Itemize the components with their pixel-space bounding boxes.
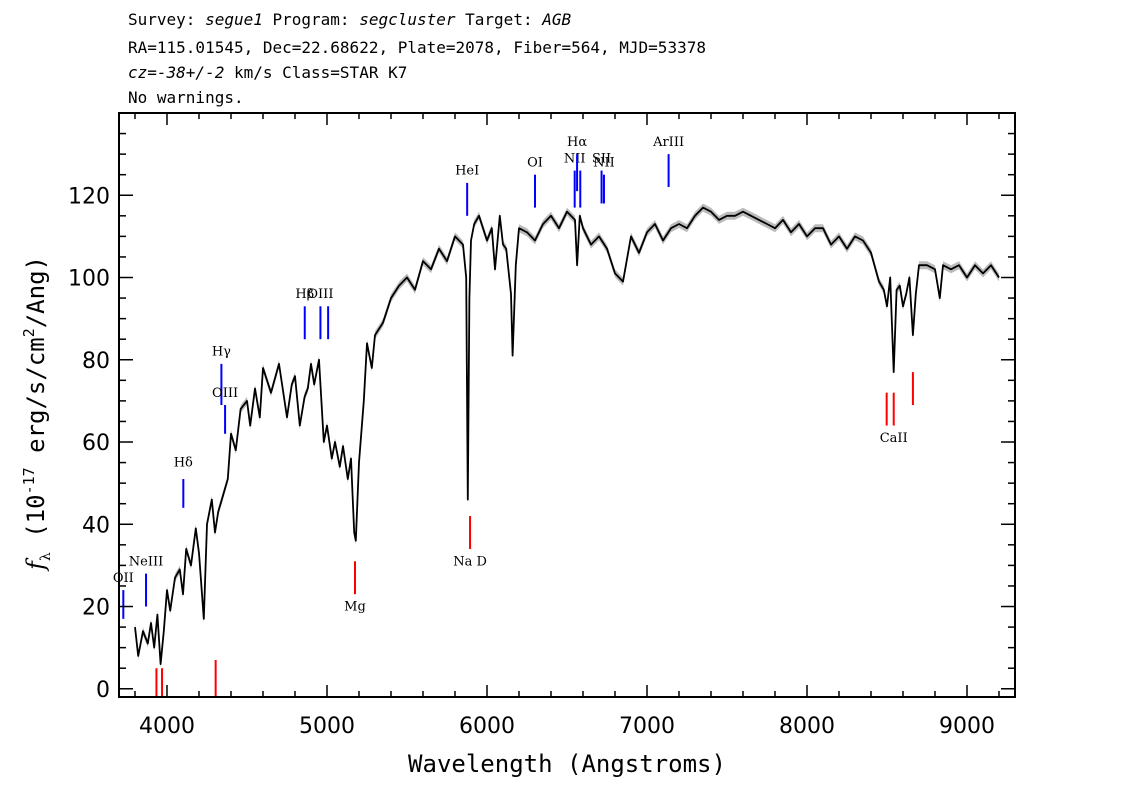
absorption-line-label: CaII: [880, 431, 908, 446]
emission-line-label: Hβ: [295, 287, 314, 302]
cz-value: =-38+/-2: [147, 63, 225, 82]
y-label-exp: -17: [20, 467, 38, 494]
emission-line-label: OIII: [307, 287, 333, 302]
plot-frame: [118, 112, 1016, 698]
x-tick-label: 7000: [619, 714, 675, 739]
error-band-area: [135, 203, 999, 669]
y-tick-label: 0: [96, 678, 110, 703]
absorption-line-label: Mg: [344, 600, 366, 615]
emission-line-label: Hδ: [174, 456, 193, 471]
emission-line-label: Hγ: [212, 345, 231, 360]
survey-label: Survey:: [128, 10, 206, 29]
emission-line-label: OI: [527, 155, 543, 170]
emission-line-label: NeIII: [129, 554, 163, 569]
cz-label: cz: [128, 63, 148, 82]
y-label-end: /Ang): [22, 256, 50, 328]
y-tick-label: 20: [82, 596, 110, 621]
header-line-1: Survey: segue1 Program: segcluster Targe…: [128, 10, 571, 30]
x-tick-label: 5000: [299, 714, 355, 739]
x-tick-label: 9000: [939, 714, 995, 739]
y-tick-label: 40: [82, 513, 110, 538]
emission-line-label: HeI: [455, 164, 479, 179]
y-axis-label: fλ (10-17 erg/s/cm2/Ang): [20, 256, 54, 572]
y-tick-label: 120: [68, 184, 110, 209]
header-line-2: RA=115.01545, Dec=22.68622, Plate=2078, …: [128, 38, 706, 57]
spectrum-series: [134, 206, 1000, 665]
survey-value: segue1: [205, 10, 263, 29]
spectrum-line: [134, 206, 1000, 665]
program-value: segcluster: [359, 10, 456, 29]
header-line-4: No warnings.: [128, 88, 244, 107]
axis-ticks: 4000 5000 6000 7000 8000 9000 0 20 40 60 80 100 120: [68, 113, 1015, 739]
header-line-3: cz=-38+/-2 km/s Class=STAR K7: [128, 63, 407, 83]
absorption-line-label: Na D: [453, 554, 487, 569]
x-tick-label: 4000: [139, 714, 195, 739]
y-label-lambda: λ: [38, 552, 54, 561]
cz-unit-class: km/s Class=STAR K7: [224, 63, 408, 82]
emission-line-label: OII: [113, 571, 134, 586]
emission-line-label: Hα: [567, 135, 587, 150]
program-label: Program:: [262, 10, 360, 29]
x-axis-label: Wavelength (Angstroms): [408, 750, 726, 778]
y-label-rest: (10: [22, 494, 50, 552]
x-tick-label: 6000: [459, 714, 515, 739]
y-tick-label: 100: [68, 267, 110, 292]
target-label: Target:: [455, 10, 543, 29]
emission-line-label: SII: [592, 151, 611, 166]
emission-line-label: NII: [593, 155, 615, 170]
y-label-unit: erg/s/cm: [22, 337, 50, 467]
y-tick-label: 80: [82, 349, 110, 374]
target-value: AGB: [542, 10, 572, 29]
emission-line-label: NII: [564, 151, 586, 166]
error-band: [135, 203, 999, 669]
y-label-sq: 2: [20, 328, 38, 337]
emission-line-label: ArIII: [652, 135, 684, 150]
y-tick-label: 60: [82, 431, 110, 456]
x-tick-label: 8000: [779, 714, 835, 739]
emission-line-label: OIII: [212, 386, 238, 401]
svg-text:fλ (10-17 erg/s/cm2/Ang): fλ (10-17 erg/s/cm2/Ang): [20, 256, 54, 572]
